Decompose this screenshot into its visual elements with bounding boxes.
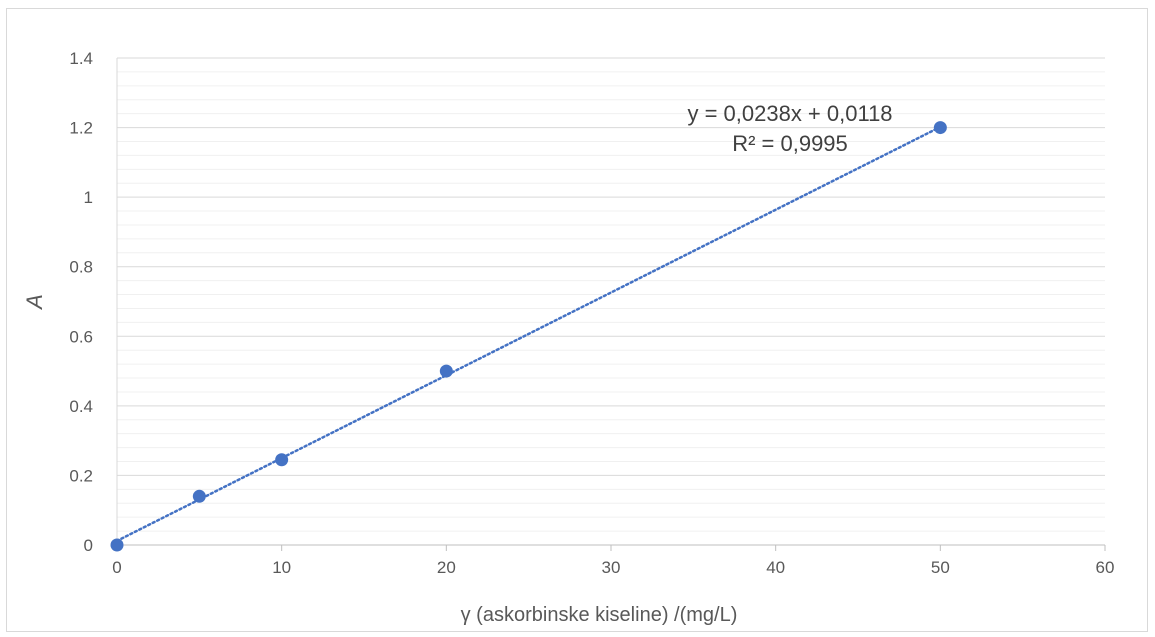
y-tick-label: 1.4 [69,49,93,68]
y-tick-labels: 0 0.2 0.4 0.6 0.8 1 1.2 1.4 [69,49,93,555]
data-point [110,538,124,552]
x-tick-labels: 0 10 20 30 40 50 60 [112,558,1114,577]
y-tick-label: 0 [84,536,93,555]
x-axis-title: γ (askorbinske kiseline) /(mg/L) [461,604,738,626]
data-point [192,489,206,503]
y-tick-label: 0.8 [69,258,93,277]
y-axis-title: A [22,294,47,311]
data-point [275,453,289,467]
x-tick-label: 40 [766,558,785,577]
data-points [110,121,947,552]
x-tick-label: 30 [602,558,621,577]
trendline-equation: y = 0,0238x + 0,0118 [687,101,892,126]
axes [116,58,1106,551]
y-tick-label: 0.4 [69,397,93,416]
data-point [439,364,453,378]
trendline [115,125,942,543]
x-tick-label: 20 [437,558,456,577]
x-tick-label: 10 [272,558,291,577]
y-tick-label: 0.2 [69,466,93,485]
chart-frame [6,8,1148,632]
y-tick-label: 0.6 [69,327,93,346]
y-tick-label: 1.2 [69,119,93,138]
trendline-r-squared: R² = 0,9995 [732,131,848,156]
major-gridlines [117,57,1105,476]
x-tick-label: 60 [1096,558,1115,577]
data-point [933,121,947,135]
x-tick-label: 0 [112,558,121,577]
minor-gridlines [117,71,1105,532]
trendline-group [115,125,942,543]
y-tick-label: 1 [84,188,93,207]
x-tick-label: 50 [931,558,950,577]
